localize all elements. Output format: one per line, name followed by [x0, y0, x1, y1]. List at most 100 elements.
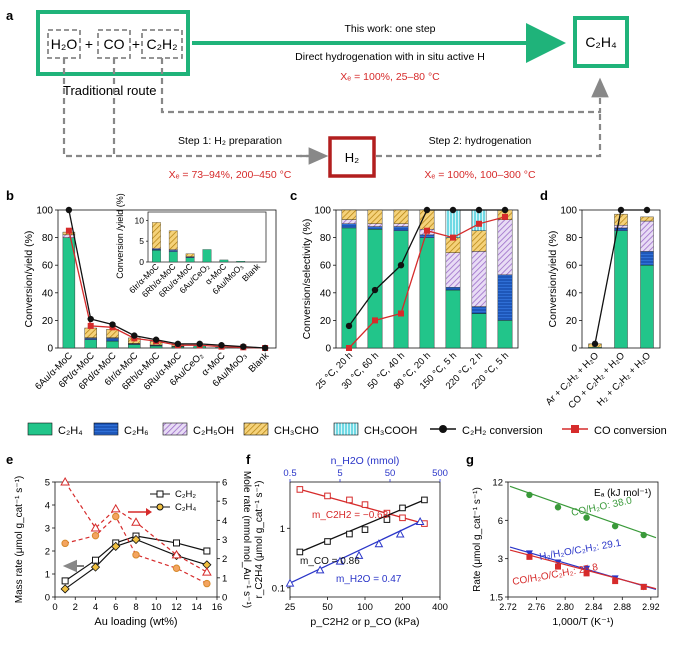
panel-b-bar-0: [62, 237, 76, 349]
f-xlabel: p_C2H2 or p_CO (kPa): [310, 616, 419, 628]
inset-bar-0: [202, 249, 212, 263]
e-xtick-label: 2: [73, 602, 78, 613]
e-ylabel-left: Mass rate (μmol g_cat⁻¹ s⁻¹): [14, 476, 25, 603]
f-xtick-top-label: 50: [385, 468, 396, 479]
panel-c-bar-2: [341, 219, 357, 225]
panel-c-bar-2: [367, 223, 383, 227]
f-point-1: [383, 516, 391, 523]
panel-b-c2h2-point: [218, 342, 225, 349]
product-c2h4: C₂H₄: [585, 34, 617, 50]
panel-c-bar-1: [393, 226, 409, 231]
panel-c-ytick-label: 40: [320, 288, 332, 299]
intermediate-h2: H₂: [345, 150, 359, 165]
f-xlabel-top: n_H2O (mmol): [331, 455, 400, 467]
e-legend-label-c2h4: C₂H₄: [175, 502, 196, 513]
panel-e-label: e: [6, 452, 13, 467]
panel-c-bar-2: [445, 252, 461, 288]
panel-g: g 2.72 2.76 2.80 2.84 2.88 2.92 1.5 3 6 12 1,000/T…: [466, 452, 660, 628]
this-work-xe: Xₑ = 100%, 25–80 °C: [340, 71, 440, 83]
e-legend-marker-c2h4: [156, 503, 164, 511]
panel-a-label: a: [6, 8, 14, 23]
panel-c-co-point: [424, 227, 430, 234]
g-ylabel: Rate (μmol g_cat⁻¹ s⁻¹): [472, 487, 483, 592]
e-point-2: [202, 567, 212, 576]
step1-label: Step 1: H₂ preparation: [178, 135, 282, 147]
inset-bar-1: [152, 248, 161, 251]
g-xtick-label: 2.84: [585, 602, 603, 612]
e-point-0: [92, 556, 99, 564]
inset-bar-3: [185, 253, 195, 257]
g-point-0: [640, 531, 647, 539]
legend-label-c2h6: C₂H₆: [124, 425, 149, 437]
panel-c-bar-1: [471, 306, 487, 314]
f-fit-line-2: [289, 520, 421, 584]
panel-c-bar-0: [471, 313, 487, 349]
panel-c-co-point: [476, 220, 482, 227]
panel-c-c2h2-point: [449, 206, 457, 214]
panel-c-bar-0: [341, 227, 357, 349]
reactant-co: CO: [104, 36, 125, 52]
e-point-2: [90, 522, 101, 532]
e-point-3: [203, 579, 211, 588]
e-point-2: [110, 503, 121, 513]
panel-d-bar-3: [614, 213, 628, 226]
f-xtick-label: 100: [357, 602, 373, 613]
panel-c-bar-3: [393, 209, 409, 225]
e-point-3: [112, 512, 120, 521]
panel-c-bar-0: [419, 237, 435, 349]
e-ytick-left-label: 0: [45, 593, 50, 604]
panel-c-label: c: [290, 188, 297, 203]
e-point-1: [90, 562, 101, 572]
inset-ytick-label: 5: [139, 236, 144, 246]
panel-b-c2h2-point: [131, 332, 138, 339]
legend-swatch-c2h5oh: [162, 422, 188, 436]
f-point-1: [296, 548, 304, 556]
g-ytick-label: 12: [492, 478, 503, 489]
f-point-2: [315, 565, 325, 574]
panel-d-c2h2-point: [643, 206, 651, 214]
panel-c-bar-2: [471, 251, 487, 307]
inset-bar-0: [152, 250, 161, 263]
panel-d-bar-2: [640, 220, 654, 252]
panel-c-co-point: [502, 213, 508, 220]
panel-c-ytick-label: 60: [320, 261, 332, 272]
e-ytick-left-label: 3: [45, 524, 50, 535]
inset-xtick-label: Blank: [240, 261, 263, 284]
e-xtick-label: 14: [191, 602, 202, 613]
legend-label-ch3cooh: CH₃COOH: [364, 425, 417, 437]
f-point-2: [395, 529, 405, 538]
legend-swatch-ch3cho: [243, 422, 269, 436]
f-point-0: [346, 496, 353, 504]
step2-label: Step 2: hydrogenation: [429, 135, 532, 147]
inset-bar-0: [236, 261, 246, 263]
panel-b-c2h2-point: [196, 340, 203, 348]
panel-c-ytick-label: 80: [320, 233, 332, 244]
f-ytick-label: 1: [280, 524, 285, 535]
g-point-0: [554, 504, 562, 511]
legend-label-c2h4: C₂H₄: [58, 425, 83, 437]
legend-marker-c2h2-conv: [439, 425, 447, 433]
panel-b-bar-0: [128, 344, 141, 349]
panel-c-bar-1: [445, 287, 461, 291]
g-plot-frame: [507, 481, 659, 598]
panel-d-ytick-label: 40: [566, 288, 578, 299]
f-xtick-top-label: 500: [432, 468, 448, 479]
e-ytick-right-label: 5: [222, 497, 227, 508]
g-point-0: [611, 522, 619, 530]
panel-c-bar-4: [445, 209, 461, 238]
f-point-2: [285, 578, 295, 587]
g-point-0: [526, 491, 533, 499]
f-xtick-top-label: 5: [337, 468, 342, 479]
panel-c-bar-1: [497, 274, 513, 321]
legend-swatch-c2h4: [27, 422, 53, 436]
h2o-route-line: [62, 58, 322, 158]
reactant-c2h2: C₂H₂: [146, 36, 177, 52]
f-point-1: [324, 538, 331, 545]
panel-c-bar-3: [471, 230, 487, 252]
inset-ytick-label: 10: [135, 215, 145, 225]
h2-box: [328, 136, 376, 178]
e-point-3: [61, 539, 69, 548]
f-xtick-label: 25: [285, 602, 296, 613]
